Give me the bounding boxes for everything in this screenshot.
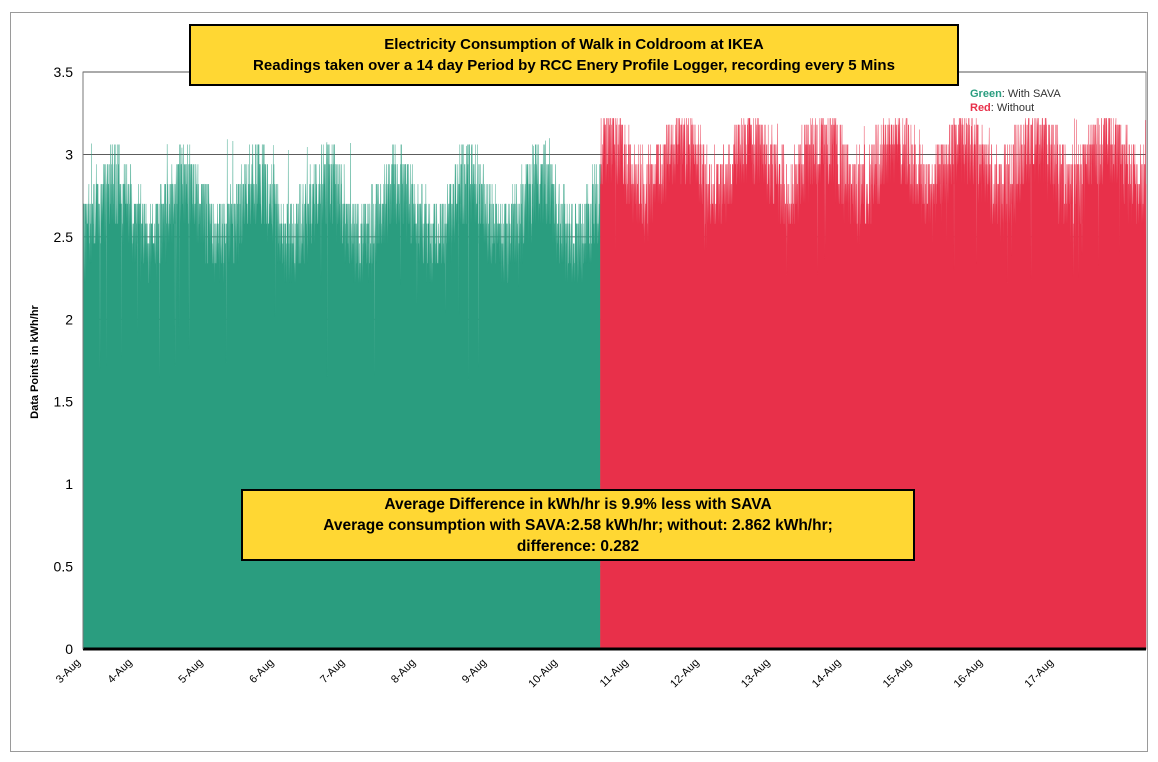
- summary-line-1: Average Difference in kWh/hr is 9.9% les…: [384, 496, 772, 513]
- chart-title: Electricity Consumption of Walk in Coldr…: [384, 36, 764, 53]
- x-tick-label: 3-Aug: [54, 657, 83, 686]
- x-tick-label: 4-Aug: [105, 657, 134, 686]
- x-tick-label: 12-Aug: [668, 657, 702, 691]
- x-tick-label: 6-Aug: [247, 657, 276, 686]
- y-tick-label: 3.5: [54, 64, 74, 80]
- y-tick-label: 2.5: [54, 229, 74, 245]
- summary-line-3: difference: 0.282: [516, 538, 640, 555]
- x-tick-label: 10-Aug: [526, 657, 560, 691]
- y-axis-label: Data Points in kWh/hr: [29, 305, 41, 419]
- x-tick-label: 15-Aug: [881, 657, 915, 691]
- legend-label-without: : Without: [990, 102, 1035, 114]
- x-tick-label: 14-Aug: [810, 657, 844, 691]
- x-tick-label: 16-Aug: [952, 657, 986, 691]
- y-tick-label: 2: [65, 311, 73, 327]
- y-tick-label: 0.5: [54, 559, 74, 575]
- chart-subtitle: Readings taken over a 14 day Period by R…: [253, 57, 895, 74]
- summary-box: Average Difference in kWh/hr is 9.9% les…: [241, 489, 915, 561]
- legend-key-red: Red: [970, 102, 991, 114]
- y-tick-label: 1: [65, 476, 73, 492]
- x-tick-label: 5-Aug: [176, 657, 205, 686]
- chart-frame: [10, 12, 1148, 752]
- legend-entry-with-sava: Green: With SAVA: [970, 88, 1061, 100]
- x-tick-label: 11-Aug: [598, 657, 631, 690]
- y-tick-label: 0: [65, 641, 73, 657]
- y-tick-label: 1.5: [54, 394, 74, 410]
- x-tick-label: 7-Aug: [318, 657, 347, 686]
- x-tick-label: 13-Aug: [739, 657, 773, 691]
- legend-key-green: Green: [970, 88, 1002, 100]
- series-area-with-sava: [82, 138, 601, 650]
- x-tick-label: 17-Aug: [1022, 657, 1056, 691]
- y-tick-label: 3: [65, 146, 73, 162]
- chart-title-box: Electricity Consumption of Walk in Coldr…: [189, 24, 959, 86]
- summary-line-2: Average consumption with SAVA:2.58 kWh/h…: [323, 517, 833, 534]
- legend-entry-without: Red: Without: [970, 102, 1034, 114]
- legend-label-with-sava: : With SAVA: [1001, 88, 1061, 100]
- x-tick-label: 9-Aug: [460, 657, 489, 686]
- x-tick-label: 8-Aug: [389, 657, 418, 686]
